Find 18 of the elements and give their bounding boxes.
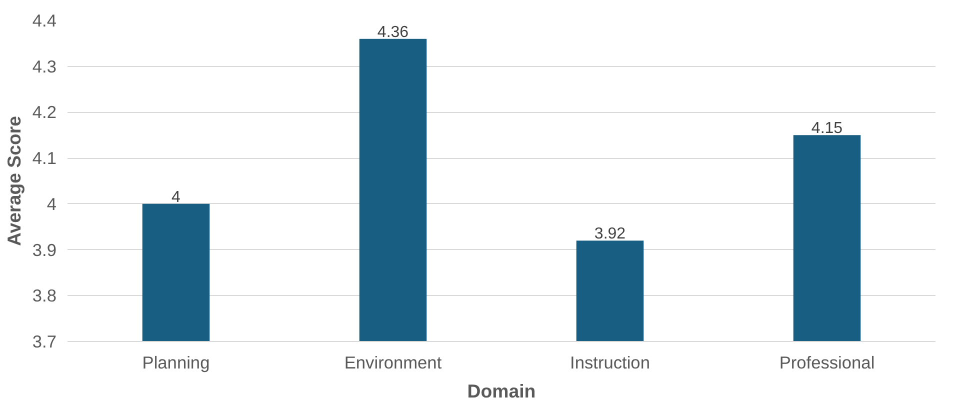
x-tick-label: Planning — [142, 352, 210, 372]
y-tick-label: 4.2 — [32, 102, 57, 122]
y-axis-title: Average Score — [3, 116, 24, 246]
y-tick-label: 4 — [46, 194, 57, 214]
y-tick-label: 3.7 — [32, 332, 57, 352]
x-tick-label: Environment — [344, 352, 442, 372]
data-label: 4 — [172, 188, 181, 206]
x-tick-label: Instruction — [570, 352, 650, 372]
y-tick-label: 4.4 — [32, 10, 57, 30]
data-label: 3.92 — [594, 226, 626, 243]
x-axis-title: Domain — [467, 380, 536, 402]
x-tick-label: Professional — [779, 352, 875, 372]
data-label: 4.36 — [377, 24, 409, 41]
y-tick-label: 3.9 — [32, 240, 57, 260]
y-tick-label: 4.3 — [32, 56, 57, 76]
y-tick-label: 3.8 — [32, 286, 57, 306]
y-tick-label: 4.1 — [32, 148, 57, 168]
data-label: 4.15 — [811, 120, 843, 138]
